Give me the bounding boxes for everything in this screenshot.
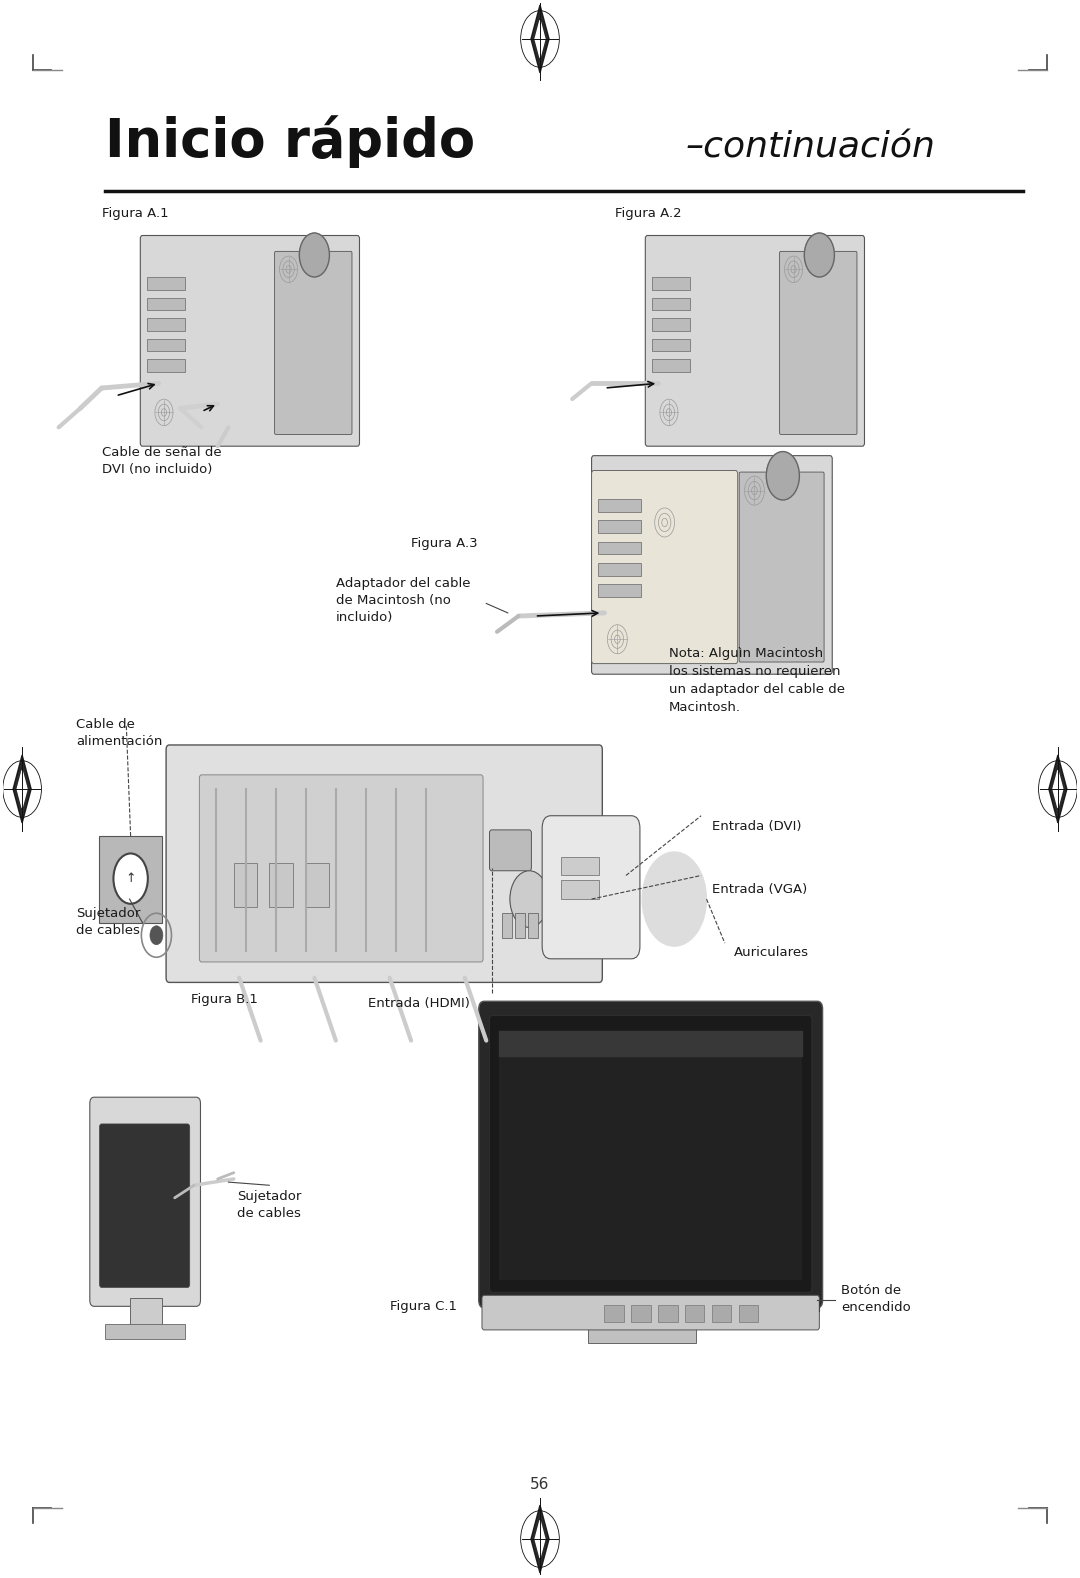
FancyBboxPatch shape: [592, 470, 738, 664]
Polygon shape: [531, 1505, 549, 1573]
Circle shape: [543, 923, 558, 945]
FancyBboxPatch shape: [166, 745, 603, 983]
FancyBboxPatch shape: [542, 816, 640, 959]
Text: Auriculares: Auriculares: [733, 947, 809, 959]
Bar: [626, 1297, 658, 1332]
Text: Nota: Alguìn Macintosh
los sistemas no requieren
un adaptador del cable de
Macin: Nota: Alguìn Macintosh los sistemas no r…: [669, 647, 845, 715]
Bar: [233, 863, 257, 907]
Circle shape: [150, 926, 163, 945]
Bar: [147, 298, 186, 311]
FancyBboxPatch shape: [478, 1002, 823, 1308]
Bar: [147, 278, 186, 290]
FancyBboxPatch shape: [592, 456, 833, 674]
Bar: [269, 863, 293, 907]
Bar: [147, 319, 186, 331]
Circle shape: [299, 234, 329, 278]
Bar: [562, 881, 599, 899]
Bar: [528, 914, 538, 939]
Bar: [598, 563, 642, 576]
Text: Inicio rápido: Inicio rápido: [105, 115, 475, 167]
Text: Figura B.1: Figura B.1: [191, 994, 258, 1007]
Text: Cable de
alimentación: Cable de alimentación: [76, 718, 162, 748]
Bar: [589, 1327, 696, 1343]
Polygon shape: [13, 754, 31, 824]
FancyBboxPatch shape: [499, 1030, 802, 1280]
Circle shape: [113, 854, 148, 904]
Text: Sujetador
de cables: Sujetador de cables: [237, 1190, 301, 1220]
Bar: [605, 1305, 624, 1322]
Bar: [651, 319, 690, 331]
Bar: [99, 836, 162, 923]
Bar: [651, 339, 690, 350]
Text: Cable de señal de
DVI (no incluido): Cable de señal de DVI (no incluido): [102, 447, 221, 477]
Bar: [739, 1305, 758, 1322]
Bar: [651, 360, 690, 371]
Bar: [685, 1305, 704, 1322]
Text: Entrada (VGA): Entrada (VGA): [712, 884, 807, 896]
FancyBboxPatch shape: [739, 472, 824, 663]
FancyBboxPatch shape: [99, 1124, 190, 1288]
Text: 56: 56: [530, 1477, 550, 1491]
FancyBboxPatch shape: [482, 1296, 820, 1330]
Bar: [598, 584, 642, 596]
Bar: [651, 298, 690, 311]
Bar: [658, 1305, 677, 1322]
Bar: [306, 863, 329, 907]
Text: Figura A.2: Figura A.2: [616, 207, 681, 221]
Bar: [651, 278, 690, 290]
Bar: [562, 857, 599, 876]
Circle shape: [805, 234, 835, 278]
Text: Figura A.1: Figura A.1: [102, 207, 168, 221]
Polygon shape: [1053, 770, 1063, 808]
FancyBboxPatch shape: [645, 235, 864, 447]
FancyBboxPatch shape: [140, 235, 360, 447]
Bar: [515, 914, 525, 939]
Bar: [632, 1305, 650, 1322]
Text: –continuación: –continuación: [685, 131, 935, 164]
Circle shape: [767, 451, 799, 500]
Polygon shape: [535, 21, 545, 58]
Text: Adaptador del cable
de Macintosh (no
incluido): Adaptador del cable de Macintosh (no inc…: [336, 576, 471, 623]
Text: Botón de
encendido: Botón de encendido: [841, 1284, 910, 1314]
Text: Sujetador
de cables: Sujetador de cables: [76, 907, 140, 937]
Circle shape: [643, 852, 706, 947]
Bar: [147, 339, 186, 350]
Bar: [105, 1324, 186, 1340]
Text: Figura C.1: Figura C.1: [390, 1300, 457, 1313]
Bar: [502, 914, 512, 939]
Bar: [598, 499, 642, 511]
FancyBboxPatch shape: [489, 830, 531, 871]
Bar: [712, 1305, 731, 1322]
Bar: [598, 541, 642, 554]
FancyBboxPatch shape: [780, 251, 856, 434]
Polygon shape: [535, 1520, 545, 1557]
FancyBboxPatch shape: [274, 251, 352, 434]
Text: Entrada (HDMI): Entrada (HDMI): [368, 997, 470, 1010]
Polygon shape: [17, 770, 27, 808]
Polygon shape: [1049, 754, 1067, 824]
Text: ↑: ↑: [125, 873, 136, 885]
Polygon shape: [531, 5, 549, 73]
Bar: [598, 521, 642, 533]
Text: Figura A.3: Figura A.3: [411, 538, 477, 551]
Bar: [130, 1299, 162, 1327]
Text: Entrada (DVI): Entrada (DVI): [712, 821, 801, 833]
FancyBboxPatch shape: [489, 1015, 812, 1292]
Bar: [147, 360, 186, 371]
FancyBboxPatch shape: [90, 1097, 201, 1307]
Circle shape: [510, 871, 549, 928]
FancyBboxPatch shape: [200, 775, 483, 963]
